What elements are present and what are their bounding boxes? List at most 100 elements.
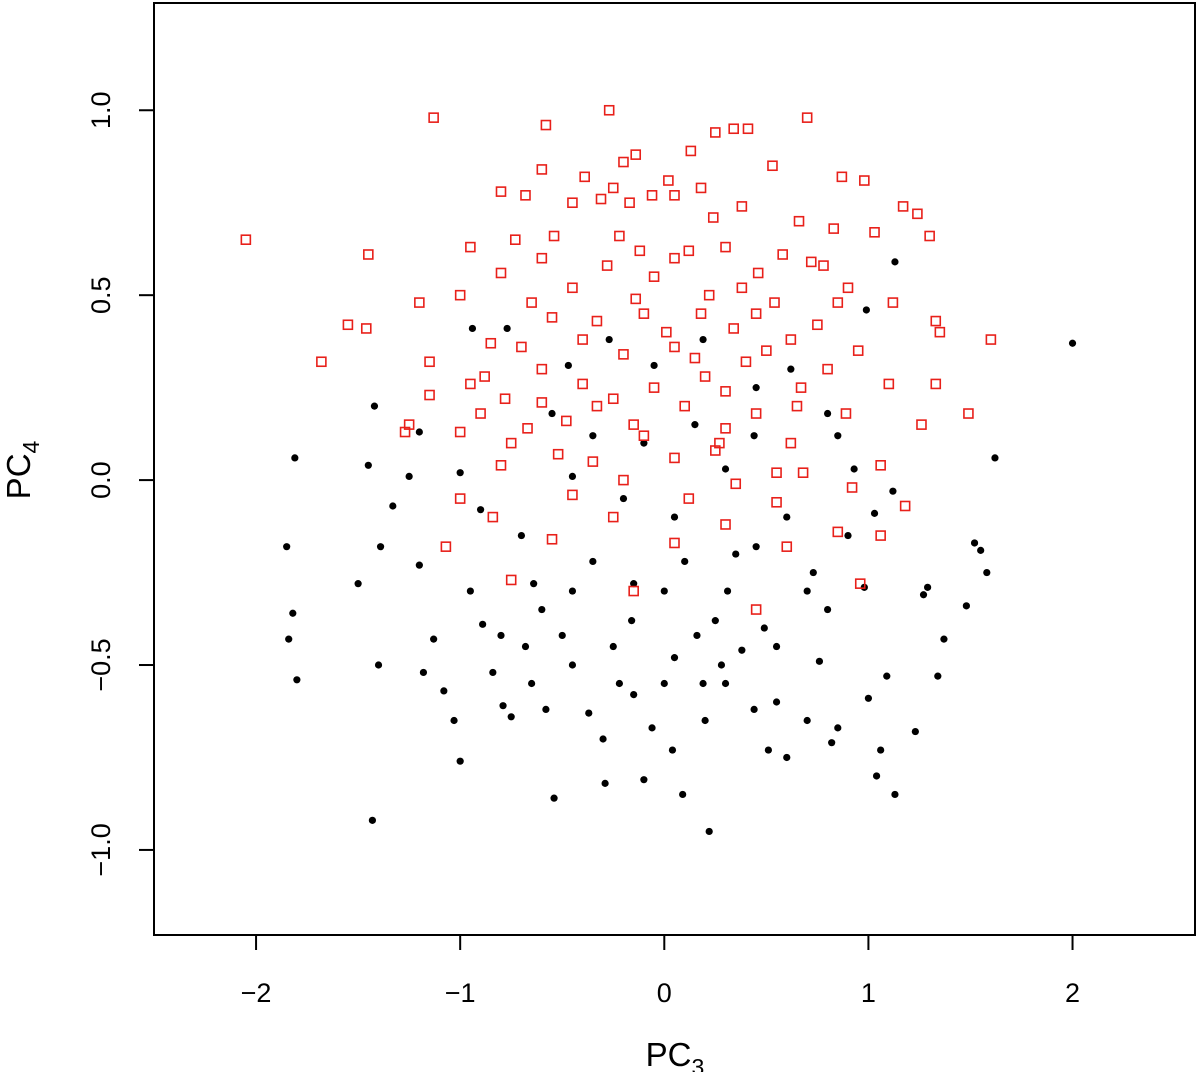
data-point-dot <box>919 591 928 599</box>
data-point-dot <box>738 646 746 654</box>
data-point-square <box>648 382 660 393</box>
data-point-dot <box>772 642 781 651</box>
y-tick-label: 1.0 <box>86 91 116 129</box>
data-point-dot <box>476 506 485 514</box>
x-tick-label: 0 <box>657 978 672 1008</box>
data-point-dot <box>585 709 593 717</box>
data-point-square <box>487 511 499 523</box>
data-point-dot <box>732 550 740 558</box>
data-point-square <box>577 334 588 345</box>
data-point-dot <box>1068 339 1077 347</box>
data-point-square <box>669 537 680 549</box>
data-point-square <box>661 326 672 338</box>
x-tick-label: −1 <box>445 978 476 1008</box>
data-point-square <box>526 297 537 308</box>
data-point-square <box>740 356 752 368</box>
data-point-dot <box>717 661 726 669</box>
x-axis-title: PC3 <box>646 1036 705 1072</box>
data-point-dot <box>405 472 413 480</box>
data-point-dot <box>599 735 607 743</box>
data-point-square <box>546 533 558 545</box>
data-point-square <box>634 245 646 257</box>
data-point-square <box>495 267 507 279</box>
data-point-square <box>428 112 439 123</box>
series-red-squares <box>240 104 997 615</box>
data-point-dot <box>760 624 768 632</box>
data-point-dot <box>823 409 832 418</box>
data-point-dot <box>803 587 811 595</box>
data-point-square <box>601 260 613 271</box>
data-point-square <box>607 182 619 194</box>
data-point-square <box>710 445 721 456</box>
data-point-dot <box>564 361 572 370</box>
data-point-square <box>638 430 650 442</box>
data-point-dot <box>542 705 550 713</box>
data-point-square <box>316 356 327 368</box>
data-point-square <box>785 437 797 449</box>
data-point-dot <box>568 587 577 595</box>
data-point-square <box>499 393 511 405</box>
data-point-square <box>869 227 880 238</box>
data-point-square <box>505 574 517 586</box>
data-point-square <box>567 197 578 209</box>
data-point-square <box>577 378 588 390</box>
data-point-dot <box>589 432 597 440</box>
x-tick-label: −2 <box>241 978 272 1008</box>
data-point-dot <box>285 635 293 643</box>
data-point-dot <box>538 605 546 614</box>
data-point-square <box>897 201 909 212</box>
x-tick-label: 1 <box>861 978 876 1008</box>
data-point-dot <box>891 258 899 266</box>
data-point-square <box>614 230 625 242</box>
data-point-square <box>424 356 435 368</box>
data-point-dot <box>628 617 636 625</box>
data-point-dot <box>619 494 628 503</box>
data-point-dot <box>558 631 566 640</box>
data-point-dot <box>934 672 942 680</box>
data-point-square <box>742 123 754 135</box>
data-point-square <box>548 230 560 242</box>
data-point-square <box>797 467 809 478</box>
data-point-square <box>930 378 942 390</box>
data-point-square <box>454 493 466 504</box>
data-point-dot <box>370 402 379 410</box>
data-point-square <box>440 541 452 552</box>
data-point-square <box>638 308 650 319</box>
data-point-square <box>516 341 527 353</box>
data-point-square <box>603 104 615 116</box>
data-point-dot <box>530 580 538 588</box>
data-point-square <box>875 530 886 541</box>
data-point-dot <box>489 668 497 677</box>
data-point-dot <box>701 716 709 725</box>
data-point-dot <box>389 502 397 510</box>
data-point-dot <box>528 679 536 688</box>
data-point-dot <box>889 487 897 495</box>
data-point-dot <box>550 794 558 802</box>
data-point-square <box>567 489 578 501</box>
data-point-dot <box>750 432 758 440</box>
data-point-square <box>836 171 848 183</box>
data-point-square <box>793 215 805 227</box>
data-point-square <box>852 345 864 356</box>
x-axis-title-sub: 3 <box>692 1054 705 1072</box>
y-axis-title-base: PC <box>0 453 37 499</box>
data-point-square <box>924 230 935 242</box>
data-point-square <box>750 604 762 615</box>
data-point-dot <box>415 428 423 436</box>
data-point-dot <box>803 716 811 725</box>
data-point-square <box>859 175 870 186</box>
data-point-dot <box>450 716 458 725</box>
data-point-dot <box>640 439 648 447</box>
data-point-square <box>720 519 731 530</box>
data-point-square <box>414 297 425 308</box>
data-point-dot <box>823 605 832 614</box>
data-point-square <box>648 271 660 282</box>
data-point-square <box>624 197 635 209</box>
data-point-dot <box>752 384 760 392</box>
data-point-dot <box>862 306 870 314</box>
data-point-dot <box>877 746 885 754</box>
data-point-square <box>630 293 642 305</box>
data-point-square <box>720 386 731 397</box>
data-point-dot <box>468 324 477 333</box>
data-point-square <box>618 156 629 168</box>
